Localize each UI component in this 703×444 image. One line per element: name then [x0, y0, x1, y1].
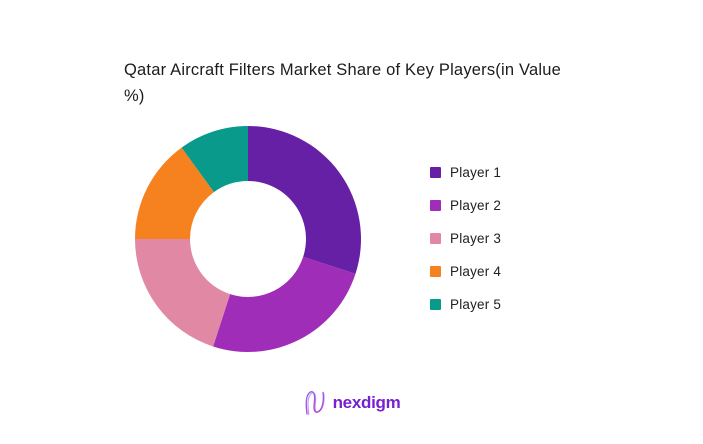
nexdigm-logo-icon: [304, 390, 325, 416]
donut-slice-player-4: [135, 147, 214, 239]
legend-label-player-5: Player 5: [450, 296, 502, 312]
legend-item-player-2: Player 2: [430, 197, 502, 213]
legend-swatch-player-5: [430, 298, 441, 310]
legend-swatch-player-2: [430, 199, 441, 211]
legend-item-player-5: Player 5: [430, 296, 502, 312]
legend-label-player-1: Player 1: [450, 164, 502, 180]
nexdigm-logo: nexdigm: [303, 388, 401, 418]
donut-slice-player-2: [213, 256, 356, 353]
nexdigm-logo-text: nexdigm: [332, 393, 401, 412]
donut-slice-player-3: [135, 239, 231, 347]
legend-label-player-3: Player 3: [450, 230, 502, 246]
legend-item-player-3: Player 3: [430, 230, 502, 246]
donut-chart: [135, 126, 362, 353]
chart-title: Qatar Aircraft Filters Market Share of K…: [124, 61, 561, 105]
donut-slice-player-1: [248, 126, 362, 274]
legend-item-player-4: Player 4: [430, 263, 502, 279]
donut-slice-player-5: [181, 126, 248, 193]
legend-swatch-player-1: [430, 166, 441, 178]
legend-label-player-2: Player 2: [450, 197, 502, 213]
chart-legend: Player 1 Player 2 Player 3 Player 4 Play…: [430, 164, 502, 312]
legend-swatch-player-3: [430, 232, 441, 244]
legend-swatch-player-4: [430, 265, 441, 277]
legend-item-player-1: Player 1: [430, 164, 502, 180]
legend-label-player-4: Player 4: [450, 263, 502, 279]
